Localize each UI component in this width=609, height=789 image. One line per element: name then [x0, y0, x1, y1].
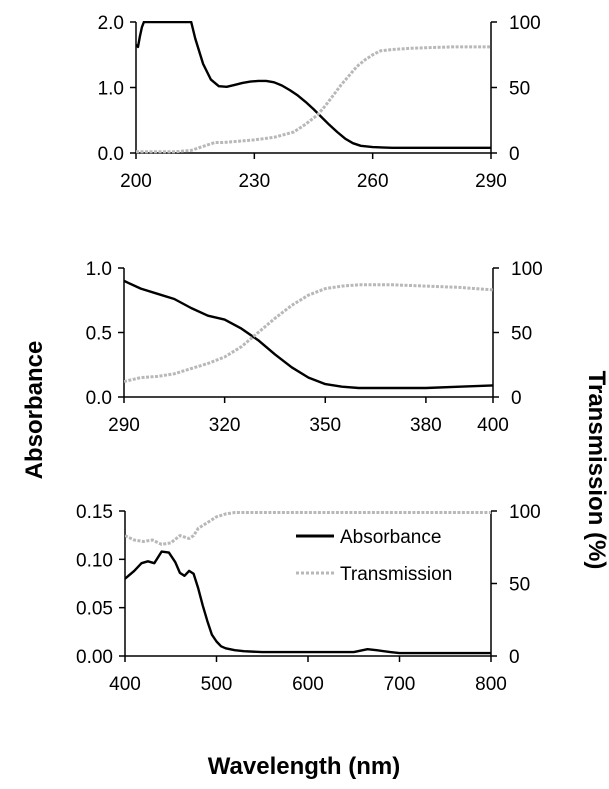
middle-y-right-tick-label: 0 [511, 388, 522, 409]
top-x-tick-label: 290 [475, 171, 507, 192]
right-axis-title: Transmission (%) [583, 371, 609, 570]
middle-x-tick-label: 400 [477, 415, 509, 436]
top-y-right-tick-label: 100 [509, 13, 541, 34]
top-y-left-tick-label: 1.0 [98, 79, 124, 100]
top-y-right-tick-label: 50 [509, 79, 530, 100]
bottom-x-tick-label: 500 [201, 674, 233, 695]
middle-y-right-tick-label: 50 [511, 324, 532, 345]
top-transmission-line [136, 45, 491, 154]
top-y-left-tick-label: 2.0 [98, 13, 124, 34]
x-axis-title: Wavelength (nm) [208, 753, 400, 780]
bottom-y-right-tick-label: 0 [509, 647, 520, 668]
middle-y-right-tick-label: 100 [511, 259, 543, 280]
middle-y-left-tick-label: 0.5 [86, 324, 112, 345]
middle-transmission-line [124, 283, 493, 383]
bottom-y-right-tick-label: 50 [509, 575, 530, 596]
legend-absorbance-label: Absorbance [340, 527, 441, 548]
bottom-x-tick-label: 600 [292, 674, 324, 695]
bottom-x-tick-label: 400 [109, 674, 141, 695]
top-panel: 200 230 260 290 0.0 1.0 2.0 0 50 100 [98, 13, 541, 192]
top-x-tick-label: 260 [357, 171, 389, 192]
middle-x-tick-label: 290 [108, 415, 140, 436]
middle-panel: 290 320 350 380 400 0.0 0.5 1.0 0 50 100 [86, 259, 543, 436]
bottom-y-left-tick-label: 0.10 [76, 550, 113, 571]
bottom-x-tick-label: 700 [384, 674, 416, 695]
middle-y-left-tick-label: 0.0 [86, 388, 112, 409]
bottom-y-left-tick-label: 0.05 [76, 599, 113, 620]
top-y-left-tick-label: 0.0 [98, 144, 124, 165]
top-x-tick-label: 230 [238, 171, 270, 192]
bottom-transmission-line [125, 511, 491, 546]
middle-x-tick-label: 380 [410, 415, 442, 436]
middle-x-tick-label: 320 [209, 415, 241, 436]
top-y-right-tick-label: 0 [509, 144, 520, 165]
bottom-y-right-tick-label: 100 [509, 502, 541, 523]
bottom-x-tick-label: 800 [475, 674, 507, 695]
bottom-y-left-tick-label: 0.00 [76, 647, 113, 668]
bottom-absorbance-line [125, 550, 491, 655]
legend-transmission-label: Transmission [340, 564, 452, 585]
bottom-panel: 400 500 600 700 800 0.00 0.05 0.10 0.15 0 50 100 [76, 502, 541, 695]
legend: Absorbance Transmission [296, 527, 452, 585]
middle-x-tick-label: 350 [309, 415, 341, 436]
top-absorbance-line [136, 21, 491, 149]
top-x-tick-label: 200 [120, 171, 152, 192]
middle-absorbance-line [124, 279, 493, 390]
middle-y-left-tick-label: 1.0 [86, 259, 112, 280]
bottom-y-left-tick-label: 0.15 [76, 502, 113, 523]
left-axis-title: Absorbance [21, 341, 48, 480]
